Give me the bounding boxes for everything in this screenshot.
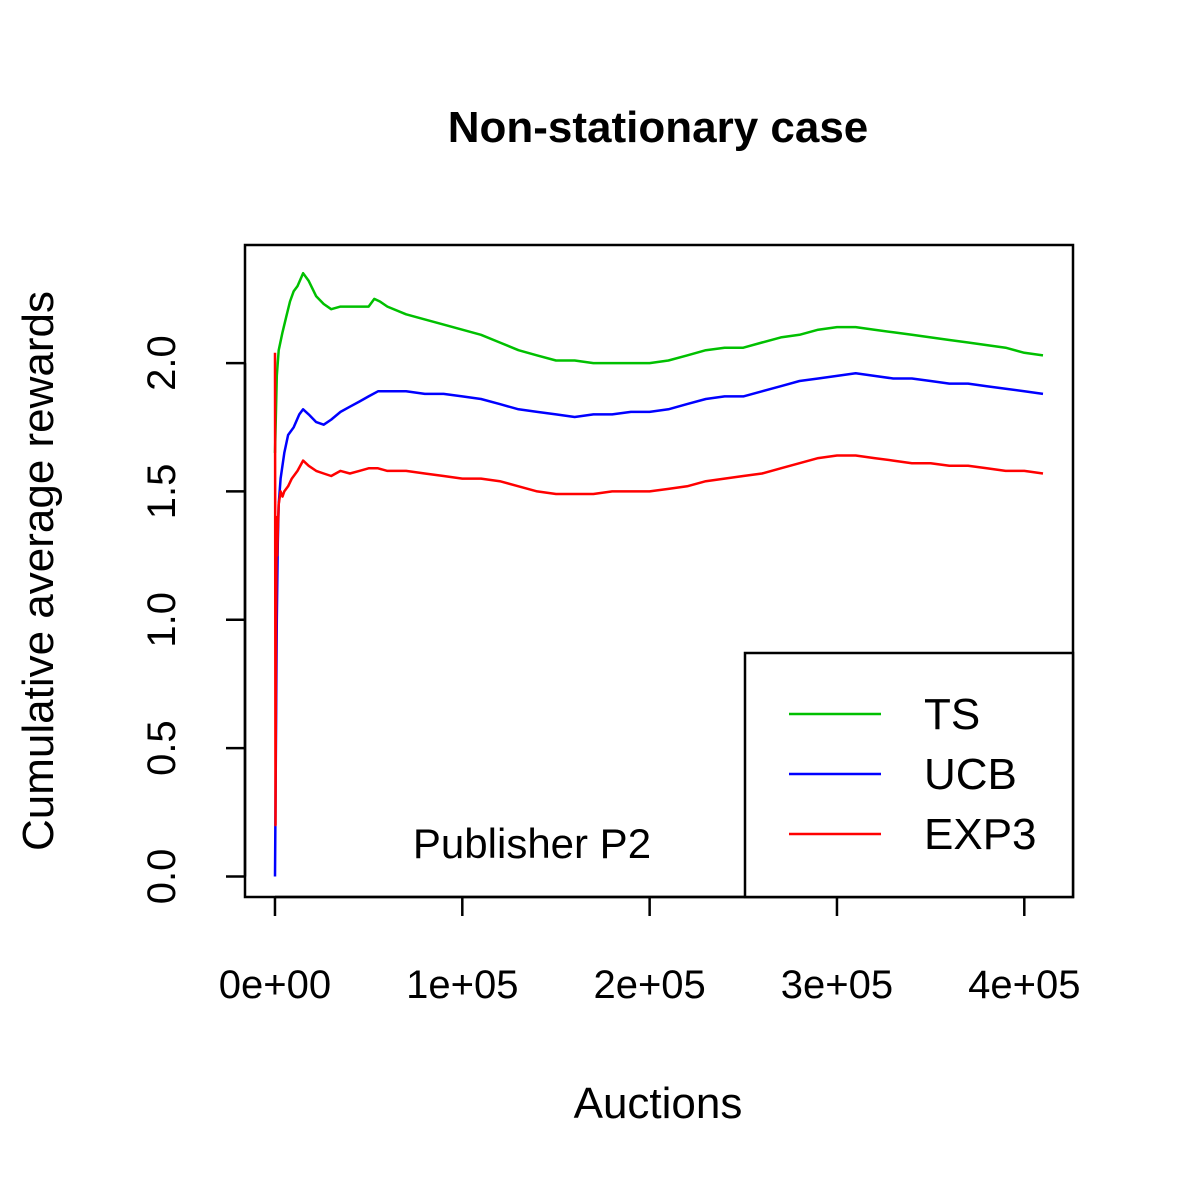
series-line-exp3 [273,352,1044,827]
x-tick-label: 0e+00 [219,963,331,1007]
x-tick-label: 3e+05 [781,963,893,1007]
series-line-ucb [273,372,1044,877]
chart-title: Non-stationary case [448,103,869,152]
legend: TS UCB EXP3 [743,651,1075,899]
x-tick-label: 4e+05 [968,963,1080,1007]
y-tick-label: 1.5 [140,464,184,520]
legend-label-ts: TS [924,690,980,739]
legend-label-exp3: EXP3 [924,810,1037,859]
y-axis-title: Cumulative average rewards [14,291,63,851]
x-axis-title: Auctions [574,1079,743,1128]
y-axis: 0.0 0.5 1.0 1.5 2.0 [140,335,247,905]
x-axis: 0e+00 1e+05 2e+05 3e+05 4e+05 [219,895,1080,1007]
series-lines [273,271,1044,877]
x-tick-label: 1e+05 [406,963,518,1007]
series-line-ts [273,271,1044,453]
x-tick-label: 2e+05 [593,963,705,1007]
publisher-annotation: Publisher P2 [413,820,651,867]
legend-label-ucb: UCB [924,750,1017,799]
y-tick-label: 0.5 [140,720,184,776]
y-tick-label: 2.0 [140,335,184,391]
y-tick-label: 1.0 [140,592,184,648]
y-tick-label: 0.0 [140,849,184,905]
